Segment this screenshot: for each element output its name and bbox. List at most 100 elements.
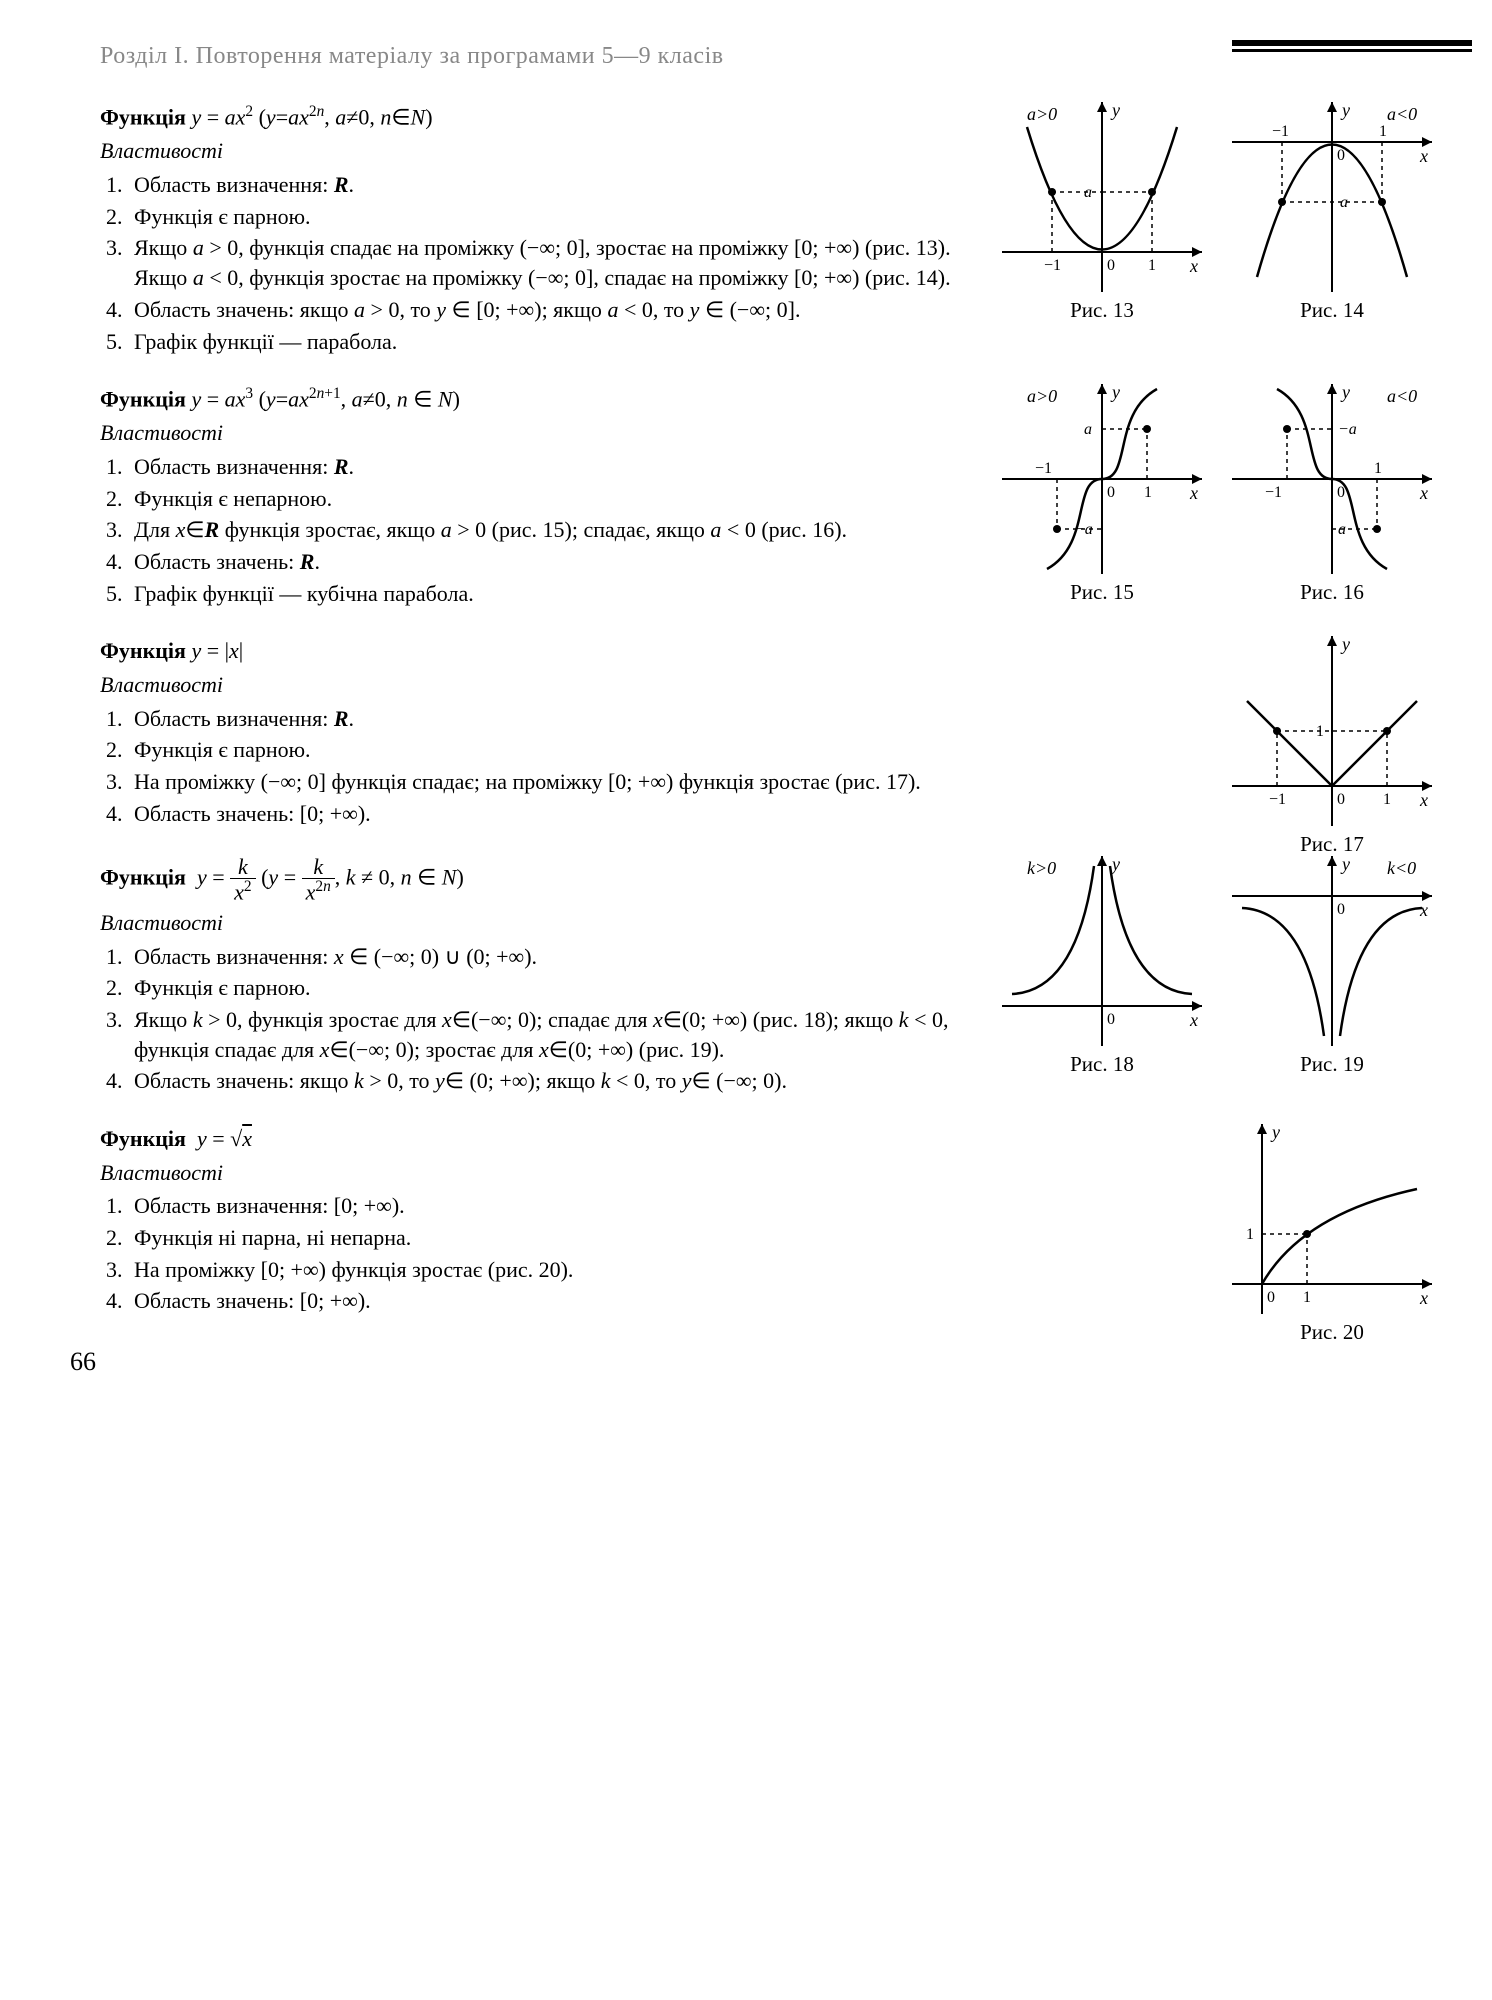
figure-label: Рис. 16: [1232, 578, 1432, 606]
figures-group: x y 0k>0 Рис. 18 x y 0k<0 Рис. 19: [1002, 856, 1432, 1078]
svg-text:k>0: k>0: [1027, 858, 1056, 878]
fig16-svg: x y 0−11−aaa<0: [1232, 384, 1432, 574]
function-title: Функція y = ax3 (y=ax2n+1, a≠0, n ∈ N): [100, 384, 970, 414]
property-item: Функція є парною.: [128, 735, 1160, 765]
svg-text:y: y: [1270, 1124, 1280, 1142]
svg-text:y: y: [1340, 636, 1350, 654]
figure: x y 0−111 Рис. 17: [1232, 636, 1432, 858]
figure: x y 0 −1 1 a a>0 Рис. 13: [1002, 102, 1202, 324]
figure-label: Рис. 19: [1232, 1050, 1432, 1078]
text-block: Функція y = kx2 (y = kx2n, k ≠ 0, n ∈ N)…: [100, 856, 970, 1095]
svg-text:y: y: [1340, 102, 1350, 120]
figures-group: x y 0−111 Рис. 17: [1232, 636, 1432, 858]
fig20-svg: x y 011: [1232, 1124, 1432, 1314]
fig13-svg: x y 0 −1 1 a a>0: [1002, 102, 1202, 292]
svg-text:x: x: [1189, 1010, 1198, 1030]
property-item: Область значень: R.: [128, 547, 970, 577]
property-item: Область визначення: [0; +∞).: [128, 1191, 1160, 1221]
figure-label: Рис. 13: [1002, 296, 1202, 324]
svg-text:−1: −1: [1272, 123, 1289, 140]
property-item: Область значень: якщо k > 0, то y∈ (0; +…: [128, 1066, 970, 1096]
figure: x y 0−11−aaa<0 Рис. 16: [1232, 384, 1432, 606]
svg-text:x: x: [1419, 146, 1428, 166]
property-item: Якщо a > 0, функція спадає на проміжку (…: [128, 233, 970, 292]
chapter-header: Розділ І. Повторення матеріалу за програ…: [100, 40, 1432, 72]
function-title: Функція y = ax2 (y=ax2n, a≠0, n∈N): [100, 102, 970, 132]
svg-text:k<0: k<0: [1387, 858, 1416, 878]
properties-list: Область визначення: x ∈ (−∞; 0) ∪ (0; +∞…: [128, 942, 970, 1096]
property-item: Функція ні парна, ні непарна.: [128, 1223, 1160, 1253]
svg-text:0: 0: [1107, 484, 1115, 501]
svg-text:a<0: a<0: [1387, 386, 1417, 406]
figure: x y 0−11aa<0 Рис. 14: [1232, 102, 1432, 324]
svg-text:1: 1: [1316, 723, 1324, 740]
svg-text:x: x: [1419, 483, 1428, 503]
properties-label: Властивості: [100, 670, 1160, 700]
svg-text:a>0: a>0: [1027, 104, 1057, 124]
svg-text:−1: −1: [1265, 484, 1282, 501]
fig18-svg: x y 0k>0: [1002, 856, 1202, 1046]
properties-label: Властивості: [100, 418, 970, 448]
figure: x y 0k<0 Рис. 19: [1232, 856, 1432, 1078]
svg-text:−a: −a: [1338, 421, 1357, 438]
figure-label: Рис. 15: [1002, 578, 1202, 606]
fig14-svg: x y 0−11aa<0: [1232, 102, 1432, 292]
chapter-title: Розділ І. Повторення матеріалу за програ…: [100, 43, 724, 69]
svg-text:−a: −a: [1074, 521, 1093, 538]
svg-text:0: 0: [1337, 791, 1345, 808]
svg-text:x: x: [1419, 790, 1428, 810]
property-item: Область значень: [0; +∞).: [128, 799, 1160, 829]
figures-group: x y 0 −1 1 a a>0 Рис. 13 x y 0 −1 1 a a<0 Рис. 1…: [1002, 102, 1432, 324]
figures-group: x y 011 Рис. 20: [1232, 1124, 1432, 1346]
function-title: Функція y = √x: [100, 1124, 1160, 1154]
text-block: Функція y = ax2 (y=ax2n, a≠0, n∈N) Власт…: [100, 102, 970, 356]
svg-text:1: 1: [1148, 257, 1156, 274]
figure: x y 0k>0 Рис. 18: [1002, 856, 1202, 1078]
property-item: На проміжку (−∞; 0] функція спадає; на п…: [128, 767, 1160, 797]
text-block: Функція y = √x Властивості Область визна…: [100, 1124, 1160, 1316]
svg-text:y: y: [1110, 102, 1120, 120]
svg-text:a<0: a<0: [1387, 104, 1417, 124]
function-section: x y 0−11−aaa>0 Рис. 15 x y 0−11−aaa<0 Ри…: [100, 384, 1432, 608]
figure-label: Рис. 20: [1232, 1318, 1432, 1346]
property-item: Графік функції — кубічна парабола.: [128, 579, 970, 609]
property-item: Область значень: [0; +∞).: [128, 1286, 1160, 1316]
svg-text:a: a: [1340, 194, 1348, 211]
header-rule: [1232, 40, 1472, 52]
property-item: Область визначення: x ∈ (−∞; 0) ∪ (0; +∞…: [128, 942, 970, 972]
figures-group: x y 0−11−aaa>0 Рис. 15 x y 0−11−aaa<0 Ри…: [1002, 384, 1432, 606]
function-section: x y 011 Рис. 20 Функція y = √x Властивос…: [100, 1124, 1432, 1316]
svg-text:−1: −1: [1044, 257, 1061, 274]
svg-text:y: y: [1340, 384, 1350, 402]
svg-text:a: a: [1084, 184, 1092, 201]
svg-text:1: 1: [1144, 484, 1152, 501]
fig19-svg: x y 0k<0: [1232, 856, 1432, 1046]
svg-text:−1: −1: [1035, 460, 1052, 477]
property-item: Область визначення: R.: [128, 452, 970, 482]
properties-list: Область визначення: [0; +∞).Функція ні п…: [128, 1191, 1160, 1316]
page-number: 66: [70, 1344, 1432, 1379]
properties-label: Властивості: [100, 908, 970, 938]
function-section: x y 0 −1 1 a a>0 Рис. 13 x y 0 −1 1 a a<0 Рис. 1…: [100, 102, 1432, 356]
text-block: Функція y = ax3 (y=ax2n+1, a≠0, n ∈ N) В…: [100, 384, 970, 608]
function-title: Функція y = kx2 (y = kx2n, k ≠ 0, n ∈ N): [100, 856, 970, 903]
fig15-svg: x y 0−11−aaa>0: [1002, 384, 1202, 574]
figure: x y 0−11−aaa>0 Рис. 15: [1002, 384, 1202, 606]
figure-label: Рис. 18: [1002, 1050, 1202, 1078]
svg-text:0: 0: [1267, 1289, 1275, 1306]
property-item: Область визначення: R.: [128, 170, 970, 200]
figure: x y 011 Рис. 20: [1232, 1124, 1432, 1346]
svg-text:0: 0: [1337, 901, 1345, 918]
svg-text:a>0: a>0: [1027, 386, 1057, 406]
svg-text:0: 0: [1107, 257, 1115, 274]
svg-text:x: x: [1419, 900, 1428, 920]
property-item: Для x∈R функція зростає, якщо a > 0 (рис…: [128, 515, 970, 545]
svg-text:−1: −1: [1269, 791, 1286, 808]
figure-label: Рис. 14: [1232, 296, 1432, 324]
svg-text:0: 0: [1337, 147, 1345, 164]
function-section: x y 0k>0 Рис. 18 x y 0k<0 Рис. 19 Функці…: [100, 856, 1432, 1095]
svg-text:x: x: [1189, 256, 1198, 276]
property-item: На проміжку [0; +∞) функція зростає (рис…: [128, 1255, 1160, 1285]
property-item: Якщо k > 0, функція зростає для x∈(−∞; 0…: [128, 1005, 970, 1064]
svg-text:y: y: [1110, 384, 1120, 402]
